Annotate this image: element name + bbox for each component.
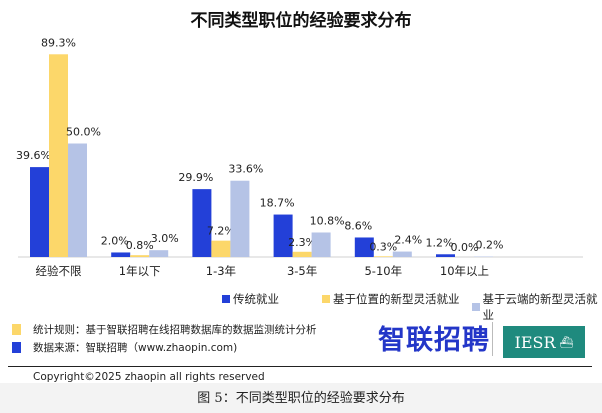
bar [111, 252, 131, 257]
bar [292, 251, 312, 257]
data-label: 50.0% [66, 126, 101, 139]
legend-label: 传统就业 [233, 292, 279, 306]
footer-divider [8, 366, 592, 367]
bar [354, 237, 374, 257]
bar [311, 232, 331, 257]
x-tick-label: 10年以上 [440, 264, 489, 278]
data-source-text: 数据来源：智联招聘（www.zhaopin.com) [33, 342, 238, 354]
data-label: 29.9% [178, 171, 213, 184]
bar [230, 180, 250, 257]
legend-swatch [222, 295, 230, 303]
legend-item-location: 基于位置的新型灵活就业 [322, 291, 460, 307]
bar [49, 54, 68, 257]
data-label: 33.6% [228, 163, 263, 176]
x-tick-label: 1年以下 [119, 264, 161, 278]
bar [392, 251, 412, 257]
iesr-logo-text: IESR [514, 332, 556, 352]
stat-rule-text: 统计规则：基于智联招聘在线招聘数据库的数据监测统计分析 [33, 324, 317, 336]
x-tick-label: 5-10年 [364, 264, 402, 278]
data-label: 39.6% [16, 149, 51, 162]
chart-title: 不同类型职位的经验要求分布 [190, 11, 412, 31]
bar [211, 240, 231, 257]
legend-swatch [472, 303, 480, 311]
bar [130, 255, 150, 257]
iesr-logo: IESR ⛴ [503, 326, 585, 358]
x-tick-label: 3-5年 [287, 264, 317, 278]
legend-swatch [322, 295, 330, 303]
bar [273, 214, 293, 257]
data-source-note: 数据来源：智联招聘（www.zhaopin.com) [12, 340, 237, 355]
data-label: 7.2% [207, 225, 235, 238]
bar [436, 254, 455, 257]
data-label: 8.6% [344, 219, 372, 232]
data-label: 2.3% [288, 236, 316, 249]
data-label: 89.3% [41, 36, 76, 49]
x-tick-label: 1-3年 [206, 264, 236, 278]
data-label: 0.2% [476, 239, 504, 252]
copyright: Copyright©2025 zhaopin all rights reserv… [33, 371, 265, 383]
figure-caption: 图 5：不同类型职位的经验要求分布 [197, 391, 405, 406]
bar [373, 256, 393, 257]
data-label: 10.8% [310, 214, 345, 227]
bar [149, 250, 169, 257]
data-label: 18.7% [260, 197, 295, 210]
data-label: 3.0% [151, 232, 179, 245]
zhaopin-logo: 智联招聘 [378, 325, 490, 356]
stat-rule-note: 统计规则：基于智联招聘在线招聘数据库的数据监测统计分析 [12, 322, 317, 337]
legend-label: 基于云端的新型灵活就业 [482, 292, 598, 322]
legend-label: 基于位置的新型灵活就业 [333, 292, 460, 306]
data-label: 1.2% [426, 236, 454, 249]
legend-item-cloud: 基于云端的新型灵活就业 [472, 291, 602, 323]
legend-item-traditional: 传统就业 [222, 291, 279, 307]
data-label: 2.0% [101, 234, 129, 247]
data-label: 0.0% [451, 241, 479, 254]
data-label: 2.4% [394, 234, 422, 247]
x-tick-label: 经验不限 [36, 264, 82, 278]
data-label: 0.3% [369, 240, 397, 253]
bar [30, 167, 49, 257]
bar-chart: 经验不限 39.6% 89.3% 50.0% 1年以下 2.0%0.8%3.0% 1-3年 2… [16, 36, 583, 278]
data-label: 0.8% [126, 239, 154, 252]
logo-divider [492, 322, 493, 356]
ship-icon: ⛴ [559, 335, 574, 349]
bar [192, 189, 212, 257]
data-source-square [12, 342, 21, 353]
stat-rule-square [12, 324, 21, 335]
caption-band [0, 383, 602, 413]
bar [68, 143, 87, 257]
